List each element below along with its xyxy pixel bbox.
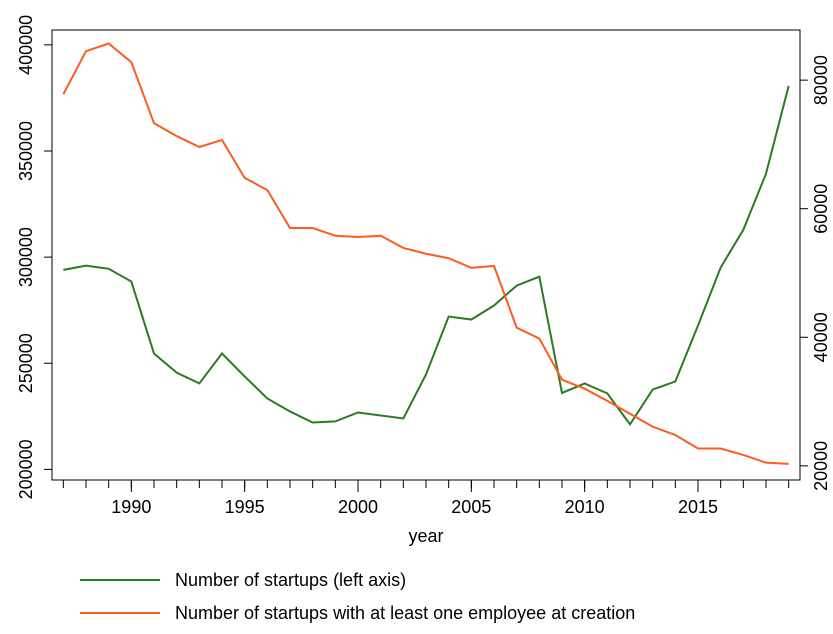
x-tick-label: 2005 [451,497,491,517]
series-line [63,85,790,427]
x-tick-label: 2015 [678,497,718,517]
legend-label: Number of startups (left axis) [175,570,406,590]
y2-tick-label: 20000 [811,441,831,491]
y-tick-label: 350000 [16,121,36,181]
series-line [62,42,789,465]
y-tick-label: 300000 [16,227,36,287]
y2-tick-label: 60000 [811,184,831,234]
y-tick-label: 250000 [16,333,36,393]
y2-tick-label: 80000 [811,55,831,105]
x-tick-label: 1995 [225,497,265,517]
y2-tick-label: 40000 [811,312,831,362]
y-tick-label: 400000 [16,15,36,75]
x-tick-label: 1990 [111,497,151,517]
x-tick-label: 2000 [338,497,378,517]
plot-frame [51,29,801,481]
y-tick-label: 200000 [16,439,36,499]
legend-label: Number of startups with at least one emp… [175,603,635,623]
x-axis-label: year [408,526,443,546]
x-tick-label: 2010 [565,497,605,517]
